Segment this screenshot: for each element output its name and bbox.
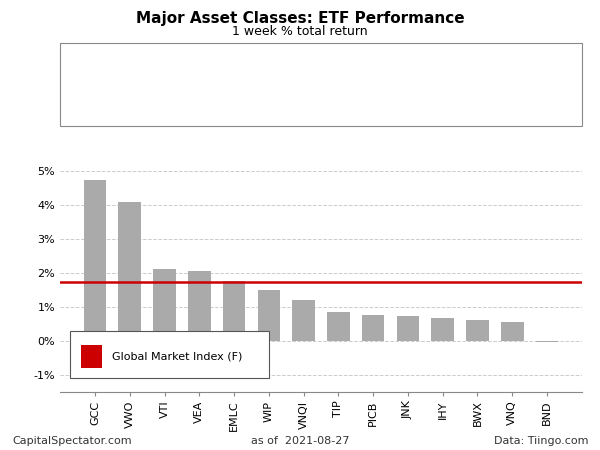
Bar xyxy=(292,300,315,341)
Bar xyxy=(118,202,141,341)
Bar xyxy=(327,312,350,341)
Text: US REITs (VNQ): US REITs (VNQ) xyxy=(311,103,385,113)
Text: Major Asset Classes: ETF Performance: Major Asset Classes: ETF Performance xyxy=(136,11,464,26)
Bar xyxy=(223,281,245,341)
Bar xyxy=(188,271,211,341)
Text: Emg Mkt Stocks (VWO): Emg Mkt Stocks (VWO) xyxy=(72,58,185,68)
Text: Foreign Gov't Inflation-Linked Bonds (WIP): Foreign Gov't Inflation-Linked Bonds (WI… xyxy=(72,103,278,113)
Text: US Bonds (BND): US Bonds (BND) xyxy=(311,114,389,124)
Text: US TIPS (TIP): US TIPS (TIP) xyxy=(311,47,373,57)
Text: Data: Tiingo.com: Data: Tiingo.com xyxy=(493,436,588,446)
Text: US Junk Bonds (JNK): US Junk Bonds (JNK) xyxy=(311,69,409,80)
Text: Foreign Junk Bonds (IHY): Foreign Junk Bonds (IHY) xyxy=(311,81,431,90)
Bar xyxy=(501,322,524,341)
Text: Foreign Stocks Devlp'd Mkts (VEA): Foreign Stocks Devlp'd Mkts (VEA) xyxy=(72,81,239,90)
Text: Foreign REITs (VNQI): Foreign REITs (VNQI) xyxy=(72,114,172,124)
Bar xyxy=(397,316,419,341)
Text: Foreign Devlp'd Mkt Gov't Bonds (BWX): Foreign Devlp'd Mkt Gov't Bonds (BWX) xyxy=(311,92,503,102)
Bar xyxy=(362,315,385,341)
Bar xyxy=(257,290,280,341)
Text: Commodities (GCC): Commodities (GCC) xyxy=(72,47,168,57)
Text: as of  2021-08-27: as of 2021-08-27 xyxy=(251,436,349,446)
Bar xyxy=(536,341,558,342)
Bar xyxy=(70,332,269,378)
Text: Foreign Invest-Grade Corp Bonds (PICB): Foreign Invest-Grade Corp Bonds (PICB) xyxy=(311,58,505,68)
Text: 1 week % total return: 1 week % total return xyxy=(232,25,368,38)
Text: CapitalSpectator.com: CapitalSpectator.com xyxy=(12,436,131,446)
Bar xyxy=(153,270,176,341)
Bar xyxy=(466,320,489,341)
Text: Emg Mkt Gov't Bonds (EMLC): Emg Mkt Gov't Bonds (EMLC) xyxy=(72,92,214,102)
Bar xyxy=(81,345,102,368)
Bar xyxy=(431,318,454,341)
Bar xyxy=(84,180,106,341)
Text: US Stocks (VTI): US Stocks (VTI) xyxy=(72,69,146,80)
Text: Global Market Index (F): Global Market Index (F) xyxy=(112,351,242,361)
